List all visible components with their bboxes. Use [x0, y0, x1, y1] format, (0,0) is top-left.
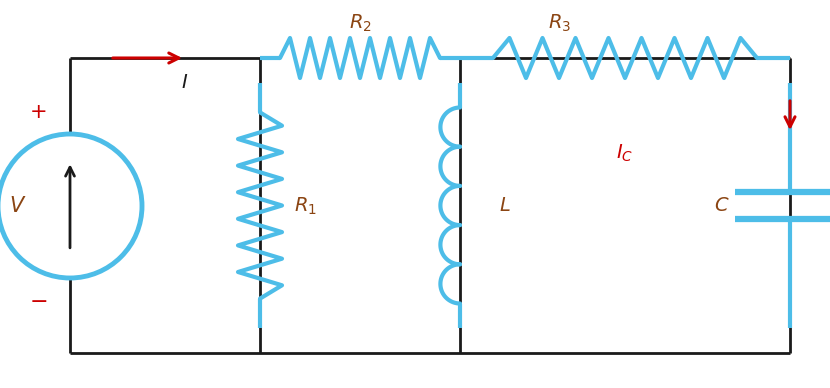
Text: $L$: $L$ — [499, 197, 510, 215]
Text: $R_1$: $R_1$ — [294, 195, 316, 217]
Text: $R_3$: $R_3$ — [549, 12, 572, 34]
Text: $R_2$: $R_2$ — [349, 12, 371, 34]
Text: $-$: $-$ — [29, 289, 47, 311]
Text: $+$: $+$ — [29, 104, 46, 123]
Text: $V$: $V$ — [9, 196, 27, 216]
Text: $I_C$: $I_C$ — [617, 142, 633, 164]
Text: $C$: $C$ — [715, 197, 730, 215]
Text: $I$: $I$ — [182, 74, 188, 92]
